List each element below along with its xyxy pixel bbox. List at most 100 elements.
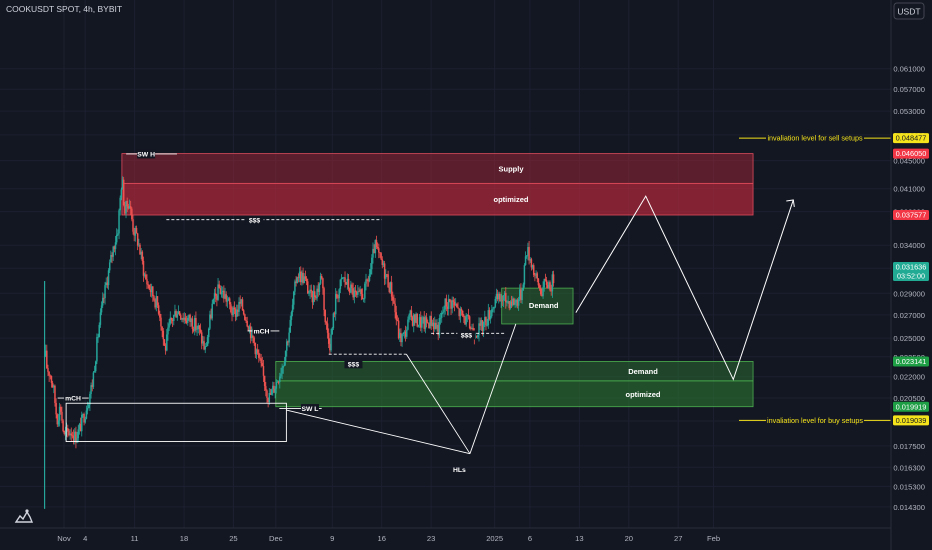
price-tick-label: 0.057000 bbox=[893, 85, 925, 94]
candle-body bbox=[351, 284, 353, 289]
time-tick-label: 9 bbox=[330, 534, 334, 543]
candle-body bbox=[251, 328, 253, 339]
candle-body bbox=[433, 322, 436, 329]
candle-body bbox=[226, 300, 229, 302]
candles[interactable] bbox=[43, 176, 555, 509]
candle-body bbox=[442, 312, 444, 314]
candle-body bbox=[254, 342, 257, 355]
candle-body bbox=[410, 310, 413, 318]
candle-body bbox=[255, 349, 258, 355]
candle-body bbox=[475, 336, 478, 338]
candle-body bbox=[99, 312, 102, 325]
annotation-label: SW L bbox=[301, 406, 318, 413]
time-axis[interactable]: Nov 4 11 18 25 Dec 9 16 23 2025 6 13 20 27 Feb bbox=[57, 534, 720, 543]
candle-body bbox=[508, 301, 511, 309]
candle-body bbox=[365, 279, 367, 284]
candle-body bbox=[509, 301, 512, 309]
candle-body bbox=[272, 385, 274, 390]
time-tick-label: Nov bbox=[57, 534, 71, 543]
candle-body bbox=[371, 257, 373, 270]
candle-body bbox=[157, 305, 160, 314]
candle-body bbox=[411, 317, 414, 326]
candle-body bbox=[415, 313, 417, 323]
candle-body bbox=[421, 319, 423, 328]
candle-body bbox=[142, 260, 145, 276]
candle-body bbox=[400, 332, 402, 343]
candle-body bbox=[545, 280, 548, 285]
candle-body bbox=[359, 289, 361, 292]
range-box bbox=[65, 402, 287, 442]
candle-body bbox=[295, 281, 297, 283]
candle-body bbox=[131, 208, 133, 220]
candle-body bbox=[390, 282, 393, 297]
candle-body bbox=[198, 325, 201, 330]
candle-body bbox=[171, 319, 174, 322]
candle-body bbox=[451, 300, 453, 309]
price-tag-label: 0.019919 bbox=[896, 402, 927, 411]
candle-body bbox=[163, 339, 166, 346]
candle-body bbox=[360, 289, 363, 295]
candle-body bbox=[316, 288, 318, 299]
candle-body bbox=[485, 317, 487, 326]
candle-body bbox=[474, 336, 477, 339]
candle-body bbox=[173, 315, 175, 322]
candle-body bbox=[478, 323, 480, 336]
candle-body bbox=[375, 240, 378, 248]
candle-body bbox=[284, 350, 287, 363]
candle-body bbox=[300, 271, 302, 283]
candle-body bbox=[253, 337, 255, 343]
candle-body bbox=[487, 310, 490, 326]
candle-body bbox=[105, 282, 107, 286]
candle-body bbox=[231, 312, 233, 316]
candle-body bbox=[48, 371, 50, 376]
candle-body bbox=[409, 310, 412, 315]
time-tick-label: 13 bbox=[575, 534, 583, 543]
candle-body bbox=[408, 314, 410, 320]
candle-body bbox=[289, 319, 292, 333]
candle-body bbox=[456, 304, 458, 308]
candle-body bbox=[346, 278, 349, 285]
candle-body bbox=[275, 382, 278, 389]
candle-body bbox=[305, 278, 308, 282]
candle-body bbox=[387, 274, 389, 288]
candle-body bbox=[117, 233, 119, 235]
candle-body bbox=[141, 251, 144, 261]
candle-body bbox=[202, 341, 204, 344]
candle-body bbox=[269, 393, 272, 395]
candle-body bbox=[488, 310, 491, 320]
tradingview-logo-icon[interactable] bbox=[14, 509, 34, 523]
candle-body bbox=[323, 288, 325, 311]
candle-body bbox=[178, 311, 181, 316]
candle-body bbox=[114, 242, 117, 250]
time-tick-label: 23 bbox=[427, 534, 435, 543]
candle-body bbox=[423, 317, 425, 329]
candle-body bbox=[187, 317, 189, 323]
candle-body bbox=[461, 310, 464, 316]
currency-button[interactable]: USDT bbox=[893, 2, 925, 20]
candle-body bbox=[303, 276, 306, 283]
candle-body bbox=[443, 309, 445, 313]
candle-body bbox=[224, 294, 226, 299]
zone-1 bbox=[121, 182, 754, 216]
candle-body bbox=[260, 358, 262, 364]
candle-body bbox=[297, 277, 300, 279]
candle-body bbox=[174, 311, 176, 316]
candle-body bbox=[101, 297, 104, 306]
candle-body bbox=[484, 317, 486, 322]
candle-body bbox=[538, 285, 541, 288]
candle-body bbox=[293, 291, 295, 305]
candle-body bbox=[55, 402, 57, 415]
price-tick-label: 0.027000 bbox=[893, 311, 925, 320]
candle-body bbox=[113, 246, 116, 250]
candle-body bbox=[135, 228, 138, 234]
annotation-label: SW H bbox=[137, 151, 155, 158]
candle-body bbox=[324, 310, 326, 323]
candle-body bbox=[291, 304, 294, 313]
candle-body bbox=[246, 321, 248, 327]
candle-body bbox=[175, 311, 177, 318]
annotation-label: HLs bbox=[453, 467, 466, 474]
candle-body bbox=[214, 293, 217, 296]
candle-body bbox=[422, 317, 424, 320]
